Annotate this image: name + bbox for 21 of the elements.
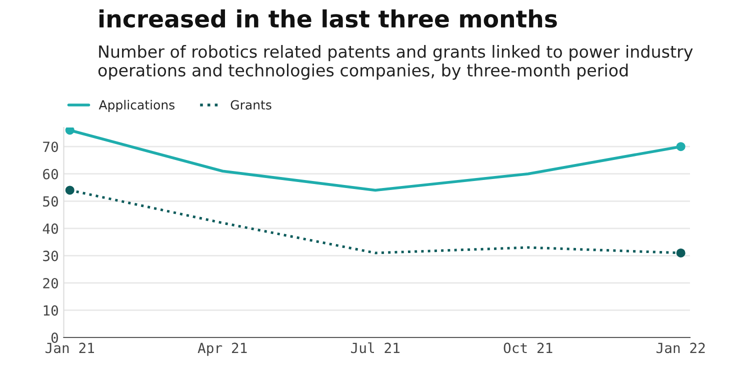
point [65,186,74,195]
legend-label: Applications [98,100,174,112]
point [676,248,686,258]
y-tick-label: 60 [43,168,58,180]
y-tick-label: 70 [43,142,58,152]
x-tick-label: Jul 21 [351,342,400,354]
chart-subtitle: Number of robotics related patents and grants linked to power industry operations and technologies companies, by three-month period [98,45,693,80]
y-tick-label: 40 [42,223,58,234]
point [65,128,74,135]
y-tick-label: 30 [43,250,58,262]
x-tick-label: Apr 21 [198,342,247,356]
y-tick-label: 20 [43,278,58,288]
y-tick-label: 0 [51,332,58,344]
y-tick-label: 50 [43,196,58,207]
x-tick-label: Oct 21 [504,342,552,354]
chart-title: increased in the last three months [99,9,557,28]
y-tick-label: 10 [44,305,58,316]
point [676,142,686,152]
legend-label: Grants [230,100,272,110]
x-tick-label: Jan 21 [46,342,94,354]
x-tick-label: Jan 22 [656,342,705,354]
